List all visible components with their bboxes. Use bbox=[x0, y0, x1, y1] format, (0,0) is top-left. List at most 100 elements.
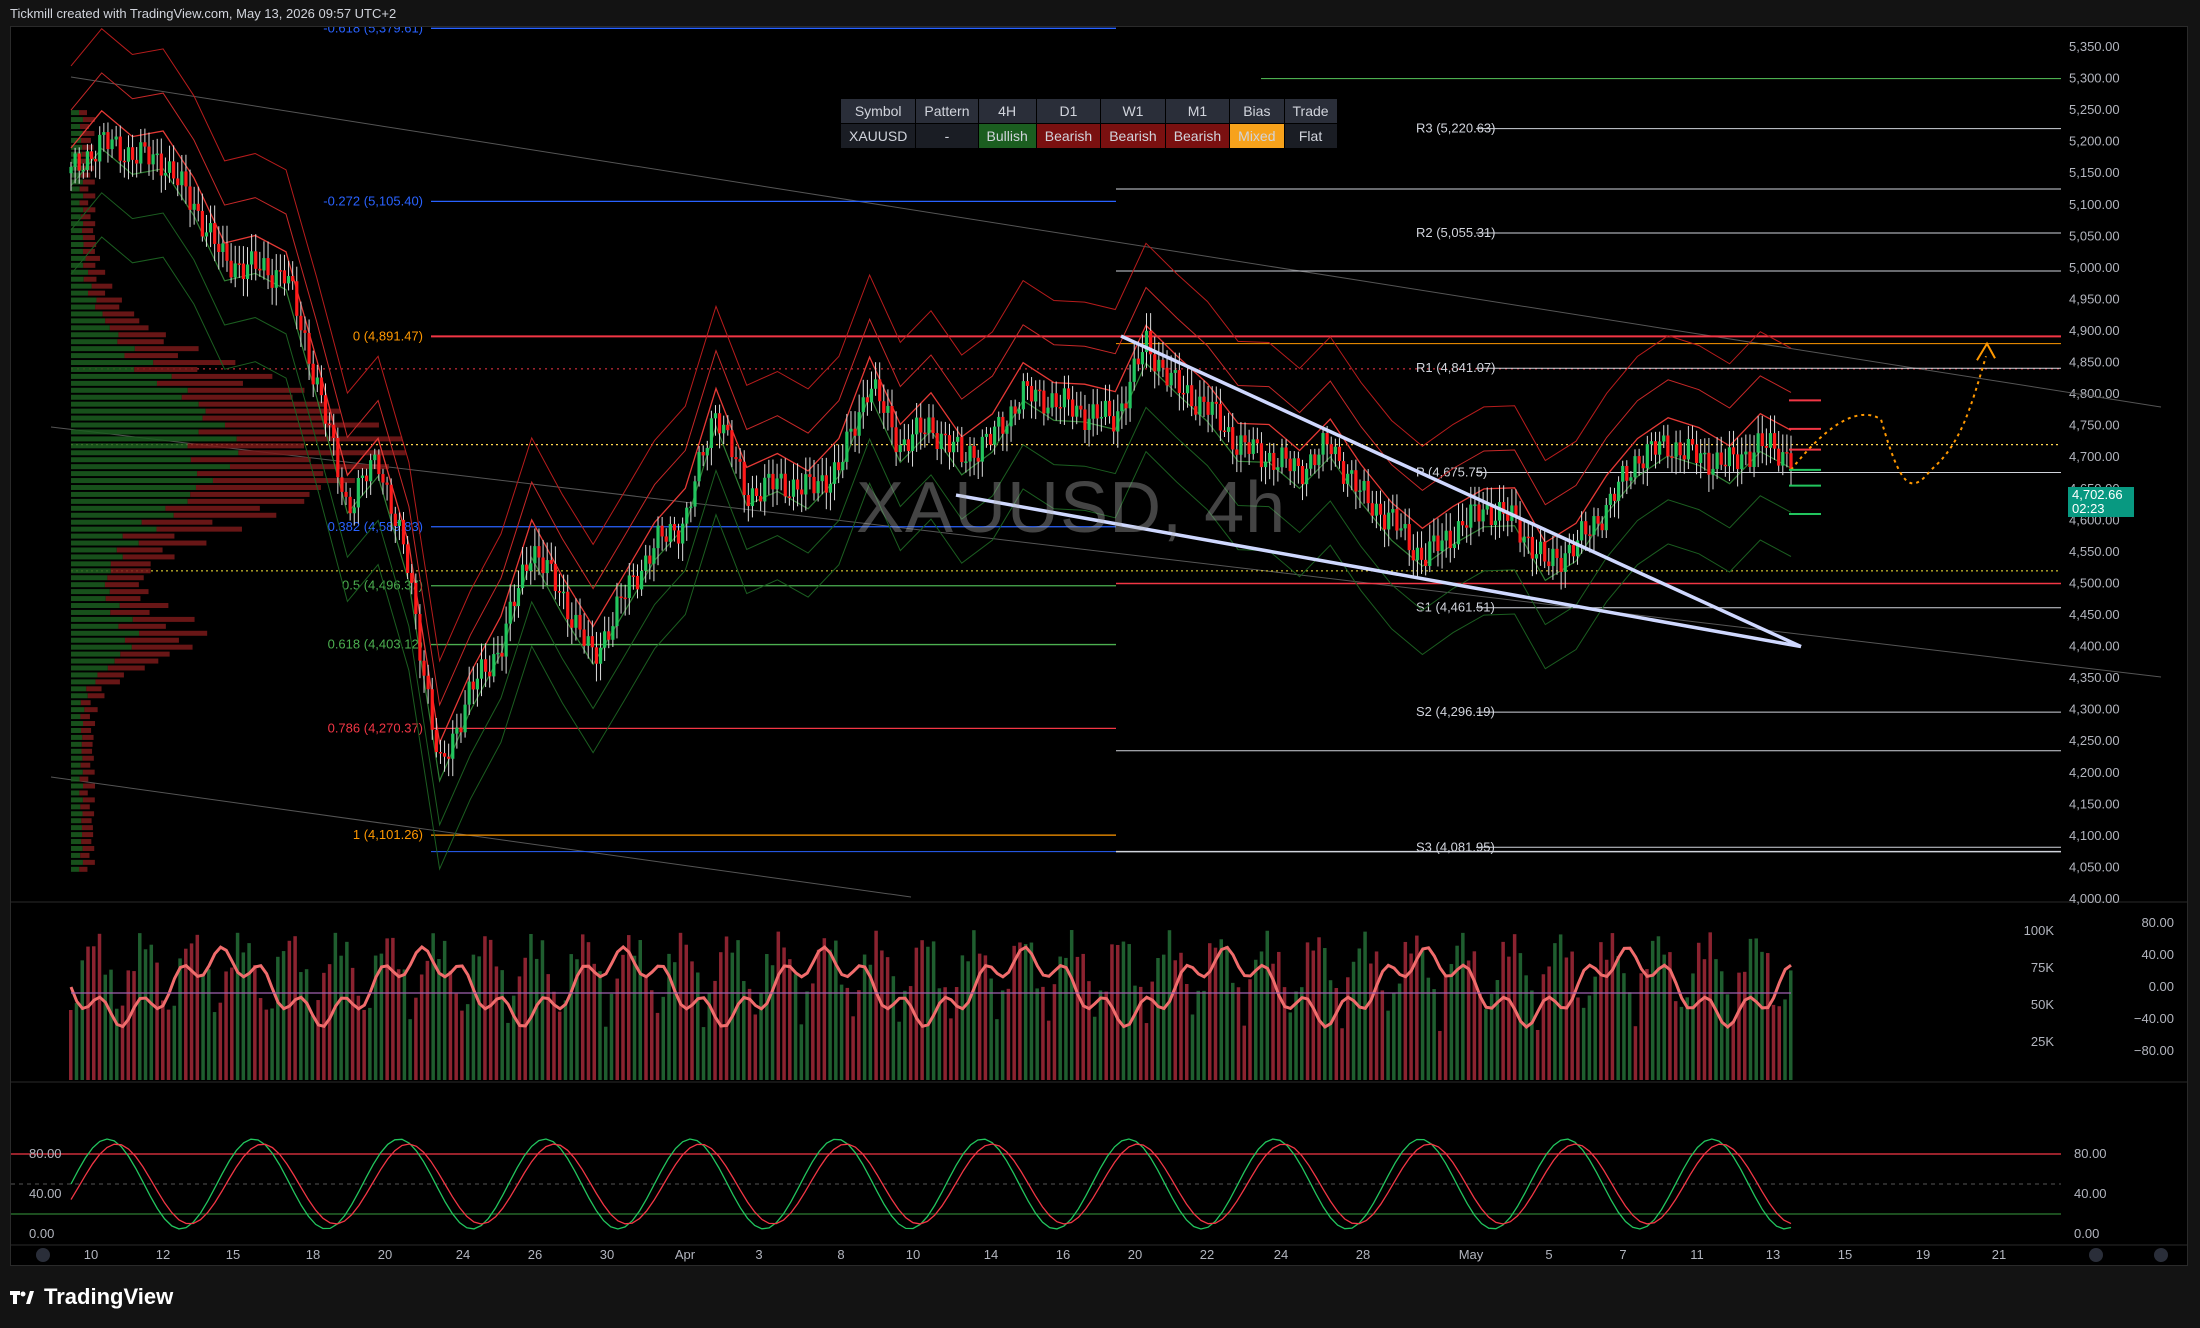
candle-body bbox=[467, 681, 471, 705]
volume-bar bbox=[1622, 973, 1626, 1080]
y-axis-tick: 4,850.00 bbox=[2069, 355, 2120, 370]
y-axis-tick: 4,900.00 bbox=[2069, 323, 2120, 338]
volume-bar bbox=[235, 932, 240, 1080]
volume-bar bbox=[822, 938, 827, 1080]
volume-profile-bar bbox=[83, 721, 96, 727]
volume-bar bbox=[431, 933, 435, 1080]
volume-bar bbox=[299, 972, 303, 1080]
candle-body bbox=[328, 423, 332, 426]
volume-bar bbox=[776, 931, 781, 1080]
candle-body bbox=[787, 496, 791, 498]
candle-body bbox=[344, 491, 348, 497]
candle-body bbox=[1181, 392, 1186, 395]
volume-bar bbox=[345, 941, 349, 1080]
volume-bar bbox=[816, 949, 821, 1080]
volume-bar bbox=[1242, 1025, 1247, 1080]
candle-body bbox=[910, 434, 915, 452]
candle-body bbox=[980, 436, 984, 462]
volume-profile-bar bbox=[110, 609, 150, 615]
volume-profile-bar bbox=[71, 693, 88, 699]
volume-bar bbox=[954, 987, 959, 1080]
candle-body bbox=[291, 276, 295, 282]
candle-body bbox=[373, 454, 377, 461]
volume-bar bbox=[1207, 943, 1212, 1080]
candle-body bbox=[742, 461, 746, 495]
tradingview-logo-icon bbox=[10, 1291, 34, 1304]
candle-body bbox=[1764, 446, 1768, 448]
candle-body bbox=[1719, 452, 1723, 465]
y-axis-tick: 4,200.00 bbox=[2069, 765, 2120, 780]
candle-body bbox=[307, 332, 311, 364]
volume-profile-bar bbox=[82, 832, 94, 838]
candle-body bbox=[1666, 435, 1670, 457]
candle-body bbox=[1419, 547, 1424, 560]
volume-bar bbox=[1599, 942, 1603, 1080]
volume-profile-bar bbox=[85, 255, 100, 261]
candle-body bbox=[1333, 446, 1337, 455]
volume-profile-bar bbox=[71, 609, 111, 615]
candle-body bbox=[754, 488, 759, 497]
chart-canvas[interactable]: 5,350.00 5,300.00 5,250.00 5,200.00 5,150.00… bbox=[11, 27, 2187, 1265]
volume-bar bbox=[442, 940, 447, 1080]
volume-bar bbox=[1133, 985, 1137, 1080]
candle-body bbox=[455, 727, 459, 734]
candle-body bbox=[225, 243, 229, 261]
volume-bar bbox=[1346, 977, 1350, 1080]
volume-profile-bar bbox=[71, 318, 106, 324]
candle-body bbox=[791, 479, 796, 497]
pivot-label: P (4,675.75) bbox=[1416, 465, 1487, 480]
volume-bar bbox=[908, 986, 913, 1080]
candle-body bbox=[1608, 493, 1612, 505]
volume-profile-bar bbox=[71, 825, 82, 831]
volume-profile-bar bbox=[71, 130, 83, 136]
pivot-label: R1 (4,841.07) bbox=[1416, 360, 1496, 375]
volume-bar bbox=[212, 1012, 217, 1080]
candle-body bbox=[229, 260, 233, 278]
candle-body bbox=[1543, 541, 1547, 562]
candle-body bbox=[988, 433, 993, 445]
volume-profile-bar bbox=[71, 845, 83, 851]
volume-profile-bar bbox=[71, 727, 82, 733]
candle-body bbox=[615, 596, 619, 627]
volume-profile-bar bbox=[82, 179, 95, 185]
volume-bar bbox=[184, 948, 188, 1080]
volume-profile-bar bbox=[141, 519, 213, 525]
volume-profile-bar bbox=[71, 790, 80, 796]
pivot-label: S1 (4,461.51) bbox=[1416, 600, 1495, 615]
candle-body bbox=[1736, 454, 1740, 470]
candle-body bbox=[1452, 544, 1456, 549]
candle-body bbox=[960, 436, 964, 463]
bias-table-header-4h: 4H bbox=[977, 98, 1037, 124]
volume-profile-bar bbox=[71, 852, 81, 858]
candle-body bbox=[1341, 461, 1346, 484]
volume-bar bbox=[534, 958, 539, 1080]
candle-body bbox=[997, 416, 1001, 427]
x-axis-tick: 3 bbox=[755, 1247, 762, 1262]
volume-profile-bar bbox=[236, 436, 403, 442]
candle-body bbox=[1682, 455, 1686, 460]
candle-body bbox=[533, 546, 537, 564]
candle-body bbox=[1785, 452, 1789, 454]
candle-body bbox=[656, 525, 660, 549]
volume-bar bbox=[621, 954, 625, 1080]
volume-bar bbox=[356, 995, 361, 1080]
candle-body bbox=[1239, 435, 1243, 455]
candle-body bbox=[336, 438, 340, 478]
x-axis-tick: 14 bbox=[984, 1247, 998, 1262]
volume-profile-bar bbox=[107, 575, 144, 581]
chart-area[interactable]: 5,350.00 5,300.00 5,250.00 5,200.00 5,150.00… bbox=[10, 26, 2188, 1266]
volume-profile-bar bbox=[80, 123, 90, 129]
volume-bar bbox=[696, 972, 700, 1080]
volume-bar bbox=[926, 946, 930, 1080]
volume-profile-bar bbox=[80, 804, 90, 810]
volume-profile-bar bbox=[212, 478, 355, 484]
footer: TradingView bbox=[10, 1284, 173, 1310]
candle-body bbox=[1034, 389, 1038, 402]
candle-body bbox=[163, 172, 168, 176]
volume-bar bbox=[638, 940, 642, 1080]
y-axis-tick: 4,550.00 bbox=[2069, 544, 2120, 559]
volume-profile-bar bbox=[109, 325, 149, 331]
candle-body bbox=[1120, 403, 1124, 412]
volume-bar bbox=[1409, 953, 1413, 1080]
candle-body bbox=[221, 243, 225, 253]
